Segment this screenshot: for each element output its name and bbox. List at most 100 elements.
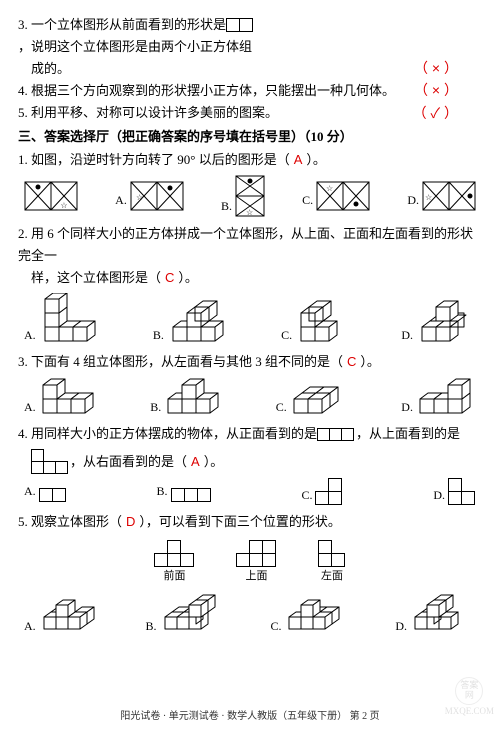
svg-text:☆: ☆: [136, 193, 143, 202]
mc-q2-answer: C: [161, 267, 178, 289]
label-c: C.: [270, 616, 281, 636]
q5-opt-a: A.: [24, 592, 101, 636]
mc-q2-options: A. B. C.: [18, 293, 482, 345]
q1-opt-a: A. ☆: [115, 181, 184, 211]
tf-q3-text-c: 成的。: [31, 58, 70, 80]
q1-d-icon: ☆: [422, 181, 476, 211]
caption-left: 左面: [318, 567, 347, 586]
mc-q3: 3. 下面有 4 组立体图形，从左面看与其他 3 组不同的是（ C ）。: [18, 351, 482, 373]
q3-c-icon: [290, 377, 350, 417]
q1-ref-figure: ☆: [24, 181, 78, 211]
svg-text:☆: ☆: [425, 193, 432, 202]
q3-opt-d: D.: [401, 377, 476, 417]
watermark-text-1: 答案网: [456, 681, 482, 701]
mc-q4-text-b: ，从上面看到的是: [356, 423, 460, 445]
label-d: D.: [407, 190, 419, 210]
mc-q2-text-b: 样，这个立体图形是（: [31, 267, 161, 289]
label-b: B.: [221, 196, 232, 216]
tf-q4-mark: （ × ）: [414, 79, 458, 103]
q5-view-front: 前面: [154, 539, 196, 586]
q5-opt-c: C.: [270, 592, 350, 636]
q4-opt-c: C.: [301, 478, 343, 505]
q5-d-icon: [410, 592, 476, 636]
watermark-text-2: MXQE.COM: [445, 706, 494, 716]
mc-q5-text-a: 5. 观察立体图形（: [18, 511, 122, 533]
page-footer: 阳光试卷 · 单元测试卷 · 数学人教版（五年级下册） 第 2 页: [0, 708, 500, 725]
q4-d-icon: [448, 478, 476, 505]
label-a: A.: [115, 190, 127, 210]
label-a: A.: [24, 481, 36, 501]
q5-c-icon: [284, 592, 350, 636]
q4-c-icon: [315, 478, 343, 505]
q2-opt-a: A.: [24, 293, 103, 345]
q1-a-icon: ☆: [130, 181, 184, 211]
mc-q1: 1. 如图，沿逆时针方向转了 90° 以后的图形是（ A ）。: [18, 149, 482, 171]
label-c: C.: [281, 325, 292, 345]
q2-c-icon: [295, 297, 351, 345]
tf-q3-line2: 成的。 （ × ）: [18, 58, 482, 80]
label-d: D.: [433, 485, 445, 505]
label-c: C.: [276, 397, 287, 417]
tf-q3-line1: 3. 一个立体图形从前面看到的形状是 ，说明这个立体图形是由两个小正方体组: [18, 14, 482, 58]
svg-text:☆: ☆: [60, 201, 67, 210]
q2-opt-d: D.: [401, 297, 476, 345]
q5-views-row: 前面 上面 左面: [18, 539, 482, 586]
q5-opt-d: D.: [395, 592, 476, 636]
q1-c-icon: ☆: [316, 181, 370, 211]
q4-opt-d: D.: [433, 478, 476, 505]
watermark: 答案网 MXQE.COM: [445, 677, 494, 717]
label-d: D.: [401, 325, 413, 345]
q2-d-icon: [416, 297, 476, 345]
tf-q3-mark: （ × ）: [414, 57, 458, 81]
mc-q5-options: A. B. C.: [18, 592, 482, 636]
label-b: B.: [146, 616, 157, 636]
q3-opt-a: A.: [24, 377, 99, 417]
mc-q1-text-a: 1. 如图，沿逆时针方向转了 90° 以后的图形是（: [18, 149, 290, 171]
tf-q4: 4. 根据三个方向观察到的形状摆小正方体，只能摆出一种几何体。 （ × ）: [18, 80, 482, 102]
mc-q4-options: A. B. C. D.: [18, 478, 482, 505]
q3-d-icon: [416, 377, 476, 417]
q5-top-icon: [236, 539, 278, 567]
tf-q5: 5. 利用平移、对称可以设计许多美丽的图案。 （ ✓ ）: [18, 102, 482, 124]
mc-q1-options: ☆ A. ☆ B. ☆ C. ☆ D.: [18, 175, 482, 217]
q4-opt-b: B.: [157, 481, 212, 501]
caption-front: 前面: [154, 567, 196, 586]
q4-front-view-icon: [317, 428, 356, 441]
mc-q4-line2: ，从右面看到的是（ A ）。: [18, 449, 482, 474]
q1-b-icon: ☆: [235, 175, 265, 217]
tf-q3-text-b: ，说明这个立体图形是由两个小正方体组: [18, 36, 252, 58]
label-a: A.: [24, 397, 36, 417]
q2-b-icon: [167, 297, 231, 345]
q3-b-icon: [164, 377, 224, 417]
q5-front-icon: [154, 539, 196, 567]
q5-a-icon: [39, 592, 101, 636]
mc-q2-line2: 样，这个立体图形是（ C ）。: [18, 267, 482, 289]
q1-opt-b: B. ☆: [221, 175, 265, 217]
q3-a-icon: [39, 377, 99, 417]
mc-q4-answer: A: [187, 451, 204, 473]
q4-a-icon: [39, 488, 67, 502]
mc-q3-text-a: 3. 下面有 4 组立体图形，从左面看与其他 3 组不同的是（: [18, 351, 343, 373]
mc-q5-text-b: ），可以看到下面三个位置的形状。: [139, 511, 341, 533]
mc-q1-answer: A: [290, 149, 307, 171]
q5-opt-b: B.: [146, 592, 226, 636]
q4-top-view-icon: [31, 449, 70, 474]
q5-left-icon: [318, 539, 347, 567]
label-b: B.: [153, 325, 164, 345]
q4-opt-a: A.: [24, 481, 67, 501]
mc-q4-text-d: ）。: [204, 451, 224, 473]
q3-opt-b: B.: [150, 377, 224, 417]
mc-q3-text-b: ）。: [360, 351, 380, 373]
tf-q5-text: 5. 利用平移、对称可以设计许多美丽的图案。: [18, 102, 278, 124]
mc-q5-answer: D: [122, 511, 139, 533]
tf-q5-mark: （ ✓ ）: [413, 102, 458, 126]
label-d: D.: [395, 616, 407, 636]
svg-text:☆: ☆: [326, 184, 333, 193]
q5-view-top: 上面: [236, 539, 278, 586]
q1-opt-c: C. ☆: [302, 181, 370, 211]
caption-top: 上面: [236, 567, 278, 586]
svg-text:☆: ☆: [246, 208, 253, 217]
mc-q2-text-c: ）。: [178, 267, 198, 289]
mc-q4-text-a: 4. 用同样大小的正方体摆成的物体，从正面看到的是: [18, 423, 317, 445]
q3-opt-c: C.: [276, 377, 350, 417]
